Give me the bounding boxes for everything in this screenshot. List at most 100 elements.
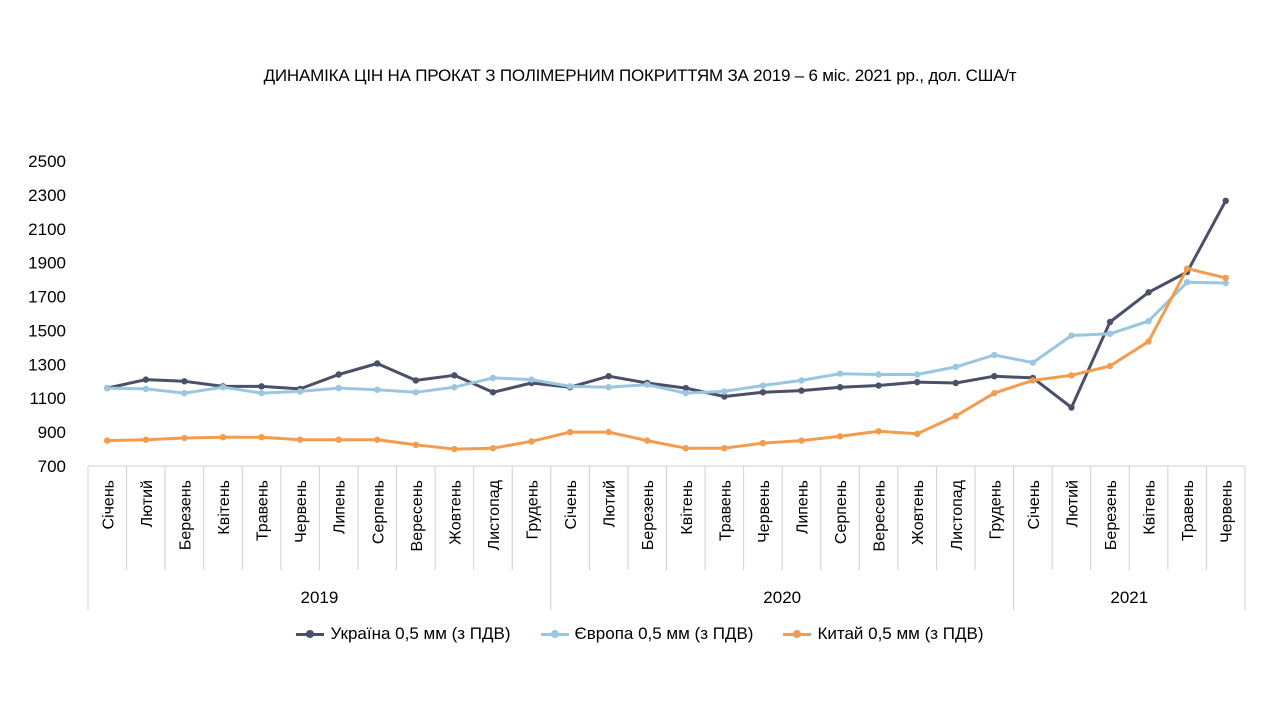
x-tick-label: Червень (1219, 480, 1236, 543)
data-point (913, 430, 921, 438)
data-point (798, 377, 805, 384)
year-label: 2019 (300, 588, 338, 607)
data-point (682, 389, 689, 397)
data-point (913, 378, 921, 386)
data-point (142, 436, 150, 443)
x-tick-label: Серпень (370, 480, 387, 544)
data-point (1183, 265, 1191, 272)
data-point (181, 434, 188, 442)
data-point (952, 363, 959, 371)
data-point (374, 386, 381, 393)
legend-item-china: Китай 0,5 мм (з ПДВ) (783, 624, 984, 644)
data-point (952, 379, 959, 387)
legend-marker-china (783, 628, 812, 640)
data-point (528, 438, 535, 445)
data-point (952, 412, 959, 420)
data-point (1106, 330, 1114, 338)
y-tick-label: 1900 (28, 254, 66, 273)
data-point (991, 389, 998, 397)
x-tick-label: Листопад (949, 479, 966, 550)
data-point (875, 371, 882, 378)
data-point (759, 389, 767, 396)
x-tick-label: Січень (563, 480, 580, 530)
data-point (181, 389, 188, 397)
data-point (1068, 372, 1075, 379)
data-point (1145, 317, 1152, 325)
data-point (489, 374, 497, 382)
data-point (258, 389, 265, 397)
data-point (605, 372, 612, 380)
data-point (296, 436, 304, 443)
data-point (104, 437, 111, 444)
y-tick-label: 1300 (28, 355, 66, 374)
y-tick-label: 1100 (29, 389, 66, 408)
data-point (836, 384, 844, 391)
x-tick-label: Січень (100, 480, 117, 530)
data-point (991, 372, 998, 380)
legend-marker-europe (540, 628, 569, 640)
data-point (605, 428, 612, 436)
legend-marker-ukraine (296, 628, 325, 640)
legend-item-ukraine: Україна 0,5 мм (з ПДВ) (296, 624, 511, 644)
data-point (296, 388, 304, 395)
data-point (759, 439, 767, 447)
data-point (759, 382, 767, 389)
x-tick-label: Жовтень (447, 480, 464, 545)
x-tick-label: Вересень (409, 480, 426, 551)
legend-item-europe: Європа 0,5 мм (з ПДВ) (540, 624, 754, 644)
x-tick-label: Жовтень (910, 480, 927, 545)
data-point (1183, 278, 1191, 286)
data-point (412, 441, 420, 449)
data-point (104, 384, 111, 392)
data-point (1029, 377, 1037, 384)
legend-label-china: Китай 0,5 мм (з ПДВ) (817, 624, 984, 643)
data-point (412, 389, 420, 396)
data-point (1222, 197, 1229, 205)
series-line-0 (105, 199, 1228, 409)
legend-label-ukraine: Україна 0,5 мм (з ПДВ) (330, 624, 511, 643)
year-label: 2020 (763, 588, 801, 607)
data-point (566, 428, 574, 436)
data-point (1106, 362, 1114, 370)
data-point (219, 384, 227, 391)
y-tick-label: 1700 (28, 288, 66, 307)
data-point (1222, 274, 1229, 282)
data-point (991, 351, 998, 359)
data-point (798, 437, 805, 444)
x-tick-label: Квітень (1142, 480, 1159, 535)
data-point (181, 378, 188, 385)
x-tick-label: Грудень (525, 480, 542, 539)
x-tick-label: Січень (1026, 480, 1043, 530)
data-point (374, 436, 381, 443)
x-tick-label: Лютий (602, 480, 619, 527)
data-point (1222, 279, 1229, 287)
x-tick-label: Листопад (486, 479, 503, 550)
data-point (335, 436, 342, 443)
data-point (142, 376, 150, 383)
series-line-2 (105, 267, 1228, 451)
x-tick-label: Грудень (987, 480, 1004, 539)
data-point (1145, 289, 1152, 296)
x-tick-label: Травень (1180, 480, 1197, 541)
data-point (721, 445, 728, 452)
data-point (258, 433, 265, 441)
data-point (451, 372, 458, 379)
data-point (142, 385, 150, 393)
data-point (489, 389, 497, 396)
y-tick-label: 900 (38, 423, 66, 442)
y-tick-label: 2300 (28, 186, 66, 205)
data-point (644, 437, 651, 444)
data-point (836, 370, 844, 377)
year-label: 2021 (1110, 588, 1148, 607)
legend: Україна 0,5 мм (з ПДВ) Європа 0,5 мм (з … (0, 624, 1280, 644)
data-point (682, 445, 689, 452)
data-point (836, 433, 844, 440)
x-tick-label: Квітень (679, 480, 696, 535)
x-tick-label: Серпень (833, 480, 850, 544)
data-point (1068, 332, 1075, 339)
data-point (644, 381, 651, 388)
data-point (412, 377, 420, 384)
legend-label-europe: Європа 0,5 мм (з ПДВ) (574, 624, 754, 643)
data-point (258, 383, 265, 390)
